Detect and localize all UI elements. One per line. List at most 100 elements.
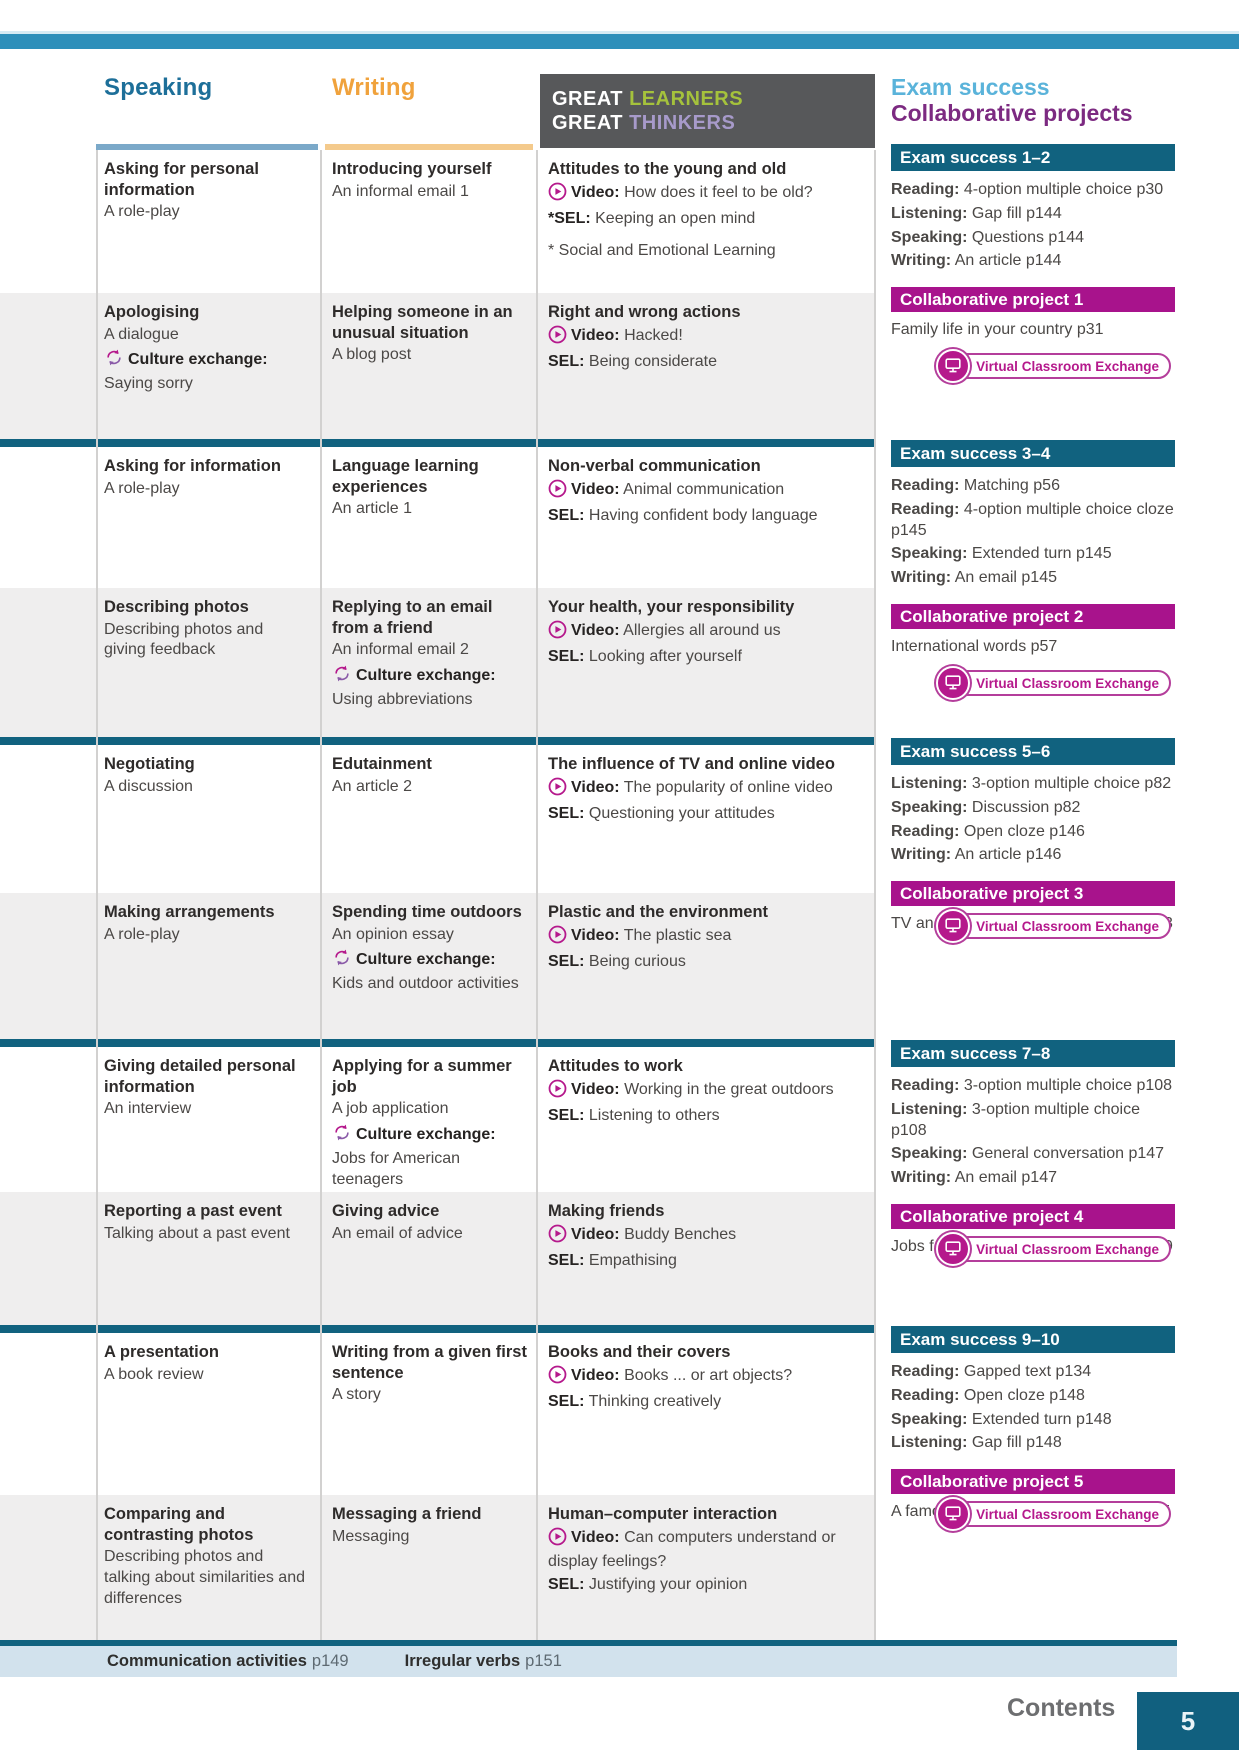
virtual-classroom-exchange-label: Virtual Classroom Exchange — [953, 352, 1171, 380]
exam-item-text: General conversation p147 — [971, 1145, 1165, 1163]
speaking-cell: Apologising A dialogue Culture exchange: Sa… — [104, 293, 308, 439]
exam-item-label: Reading: — [891, 822, 960, 840]
video-line: Video: The plastic sea — [548, 925, 868, 951]
writing-cell: Spending time outdoors An opinion essay Cu… — [332, 893, 528, 1039]
exam-success-bar: Exam success 1–2 — [891, 144, 1175, 171]
thinkers-cell: Right and wrong actions Video: Hacked! SEL… — [548, 293, 868, 439]
culture-exchange-icon — [332, 664, 352, 690]
page-number-box: 5 — [1137, 1692, 1239, 1750]
thinkers-cell: Human–computer interaction Video: Can com… — [548, 1495, 868, 1640]
column-header-exam-success: Exam success — [891, 74, 1050, 100]
culture-exchange-line: Culture exchange: — [332, 664, 528, 690]
exam-item-text: 4-option multiple choice cloze p145 — [891, 500, 1174, 539]
writing-title: Giving advice — [332, 1202, 440, 1220]
exam-item: Reading: Gapped text p134 — [891, 1362, 1175, 1383]
speaking-subtitle: An interview — [104, 1100, 192, 1118]
speaking-cell: Describing photos Describing photos and g… — [104, 588, 308, 737]
video-play-icon — [548, 1527, 567, 1553]
sel-text: Being curious — [588, 953, 686, 971]
culture-exchange-label: Culture exchange: — [128, 351, 268, 369]
exam-item-label: Listening: — [891, 204, 968, 222]
video-text: The popularity of online video — [623, 778, 833, 796]
speaking-header-rule — [96, 144, 318, 150]
virtual-classroom-exchange-badge: Virtual Classroom Exchange — [936, 908, 1171, 943]
culture-exchange-label: Culture exchange: — [356, 951, 496, 969]
column-divider — [536, 150, 538, 1640]
exam-item-text: An article p146 — [954, 846, 1062, 864]
exam-item-label: Listening: — [891, 1100, 968, 1118]
video-label: Video: — [571, 183, 620, 201]
speaking-subtitle: A role-play — [104, 203, 180, 221]
table-row: Reporting a past event Talking about a pa… — [0, 1192, 875, 1325]
video-text: Buddy Benches — [624, 1225, 737, 1243]
speaking-subtitle: Describing photos and giving feedback — [104, 620, 264, 659]
speaking-cell: Asking for information A role-play — [104, 447, 308, 588]
exam-item-text: Open cloze p148 — [963, 1386, 1085, 1404]
speaking-subtitle: A role-play — [104, 925, 180, 943]
exam-item: Listening: Gap fill p144 — [891, 204, 1175, 225]
sel-label: SEL: — [548, 648, 585, 666]
exam-item-label: Reading: — [891, 1077, 960, 1094]
writing-subtitle: An informal email 1 — [332, 182, 469, 200]
writing-header-rule — [325, 144, 533, 150]
exam-item-text: Gapped text p134 — [963, 1363, 1092, 1380]
exam-unit: Exam success 5–6 Listening: 3-option mult… — [891, 738, 1175, 943]
exam-unit: Exam success 9–10 Reading: Gapped text p1… — [891, 1326, 1175, 1531]
video-play-icon — [548, 777, 567, 803]
exam-item: Reading: 4-option multiple choice cloze … — [891, 500, 1175, 542]
speaking-title: Reporting a past event — [104, 1202, 282, 1220]
writing-cell: Edutainment An article 2 — [332, 745, 528, 893]
thinkers-cell: Books and their covers Video: Books ... o… — [548, 1333, 868, 1495]
culture-exchange-line: Culture exchange: — [104, 348, 308, 374]
video-play-icon — [548, 325, 567, 351]
exam-item: Listening: Gap fill p148 — [891, 1433, 1175, 1454]
sel-label: SEL: — [548, 953, 585, 971]
contents-label: Contents — [1007, 1694, 1116, 1722]
video-text: The plastic sea — [623, 926, 732, 944]
sel-text: Justifying your opinion — [588, 1576, 748, 1594]
virtual-classroom-exchange-badge: Virtual Classroom Exchange — [936, 1496, 1171, 1531]
exam-item-text: Gap fill p148 — [971, 1434, 1062, 1452]
culture-exchange-text: Saying sorry — [104, 375, 193, 393]
culture-exchange-icon — [332, 948, 352, 974]
writing-subtitle: Messaging — [332, 1527, 410, 1545]
glgt-learners: LEARNERS — [629, 88, 744, 110]
video-text: Can computers understand or display feel… — [548, 1528, 836, 1571]
culture-exchange-label: Culture exchange: — [356, 667, 496, 685]
culture-exchange-icon — [332, 1123, 352, 1149]
virtual-classroom-exchange-badge: Virtual Classroom Exchange — [936, 348, 1171, 383]
exam-item-text: Extended turn p148 — [971, 1410, 1112, 1428]
virtual-classroom-exchange-label: Virtual Classroom Exchange — [953, 1500, 1171, 1528]
speaking-cell: Comparing and contrasting photos Describi… — [104, 1495, 308, 1640]
video-line: Video: Allergies all around us — [548, 620, 868, 646]
exam-success-bar: Exam success 3–4 — [891, 440, 1175, 467]
culture-exchange-text: Kids and outdoor activities — [332, 975, 519, 993]
video-line: Video: How does it feel to be old? — [548, 182, 868, 208]
column-header-speaking: Speaking — [104, 74, 213, 101]
exam-success-bar: Exam success 9–10 — [891, 1326, 1175, 1353]
video-line: Video: Animal communication — [548, 479, 868, 505]
irregular-verbs-label: Irregular verbs — [404, 1652, 521, 1670]
writing-cell: Helping someone in an unusual situation A… — [332, 293, 528, 439]
writing-subtitle: A story — [332, 1386, 381, 1404]
sel-text: Looking after yourself — [588, 648, 742, 666]
exam-item-text: Extended turn p145 — [971, 545, 1112, 563]
thinkers-cell: Non-verbal communication Video: Animal co… — [548, 447, 868, 588]
exam-item-text: Gap fill p144 — [971, 204, 1062, 222]
exam-unit: Exam success 3–4 Reading: Matching p56 Rea… — [891, 440, 1175, 700]
glgt-line2: GREAT THINKERS — [552, 111, 875, 135]
exam-item: Speaking: Discussion p82 — [891, 798, 1175, 819]
speaking-title: Asking for personal information — [104, 160, 259, 199]
exam-item-text: Open cloze p146 — [963, 822, 1085, 840]
collaborative-project-bar: Collaborative project 2 — [891, 603, 1175, 629]
sel-line: SEL: Empathising — [548, 1251, 868, 1272]
virtual-classroom-exchange-badge: Virtual Classroom Exchange — [936, 665, 1171, 700]
column-divider — [874, 150, 876, 1640]
sel-label: *SEL: — [548, 210, 591, 228]
thinkers-cell: Attitudes to the young and old Video: How… — [548, 150, 868, 293]
exam-item-label: Reading: — [891, 477, 960, 494]
exam-item-text: Matching p56 — [963, 477, 1060, 494]
footer-bar: Communication activities p149 Irregular … — [0, 1646, 1177, 1677]
thinkers-title: Plastic and the environment — [548, 903, 769, 921]
